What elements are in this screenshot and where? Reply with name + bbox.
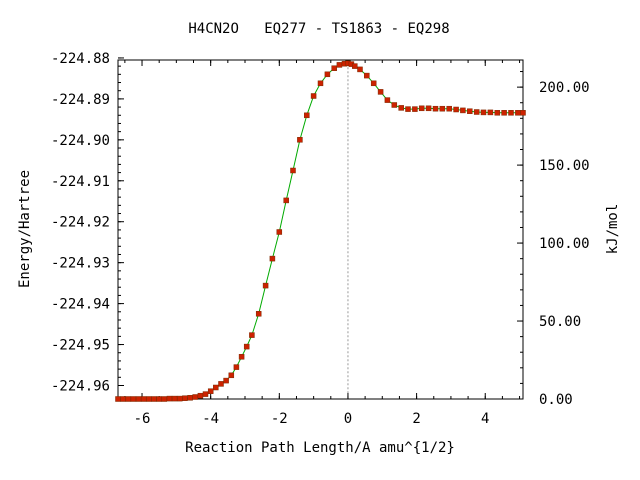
y-tick-label: -224.96 xyxy=(51,378,110,394)
data-point xyxy=(515,110,521,116)
data-point xyxy=(473,109,480,115)
data-point xyxy=(480,109,487,116)
data-point xyxy=(207,388,214,394)
x-tick-label: 2 xyxy=(412,411,420,427)
data-point xyxy=(202,391,209,397)
data-point xyxy=(120,396,126,402)
data-point xyxy=(115,396,121,402)
data-point xyxy=(467,108,473,114)
data-point xyxy=(317,80,324,87)
data-point xyxy=(218,381,224,387)
y2-tick-label: 0.00 xyxy=(539,392,573,408)
data-point xyxy=(233,364,240,370)
data-point xyxy=(508,110,514,116)
data-point xyxy=(405,106,411,112)
chart-title: H4CN2O EQ277 - TS1863 - EQ298 xyxy=(188,21,449,37)
data-point xyxy=(276,229,283,235)
data-point xyxy=(187,395,193,401)
data-point xyxy=(432,105,439,112)
x-axis-label: Reaction Path Length/A amu^{1/2} xyxy=(185,440,455,456)
data-point xyxy=(384,97,391,103)
data-point xyxy=(487,109,494,116)
data-point xyxy=(418,105,425,112)
data-point xyxy=(331,65,337,71)
data-point xyxy=(192,394,198,400)
data-point xyxy=(520,110,526,116)
data-point xyxy=(283,197,289,204)
y-tick-label: -224.89 xyxy=(51,92,110,108)
data-point xyxy=(161,396,168,402)
data-point xyxy=(249,332,255,338)
data-point xyxy=(182,395,188,401)
x-tick-label: -6 xyxy=(134,411,151,427)
y-tick-label: -224.93 xyxy=(51,256,110,272)
data-point xyxy=(304,112,310,119)
data-point xyxy=(197,392,204,399)
data-point xyxy=(391,102,398,108)
data-point xyxy=(377,89,384,95)
data-point xyxy=(453,106,459,113)
data-point xyxy=(439,105,446,112)
data-point xyxy=(146,396,152,402)
data-point xyxy=(297,137,303,143)
y-tick-label: -224.90 xyxy=(51,133,110,149)
data-point xyxy=(501,110,507,116)
data-point xyxy=(290,167,296,174)
y2-tick-label: 100.00 xyxy=(539,236,590,252)
data-point xyxy=(336,62,343,68)
y-tick-label: -224.94 xyxy=(51,297,110,313)
energy-curve-line xyxy=(118,62,523,400)
data-point xyxy=(238,354,245,360)
data-point xyxy=(324,71,331,78)
data-point xyxy=(352,63,358,69)
data-point xyxy=(130,396,137,402)
data-point xyxy=(243,343,250,350)
data-point xyxy=(228,372,235,379)
data-points xyxy=(115,60,526,402)
data-point xyxy=(223,377,229,384)
data-point xyxy=(357,66,363,73)
y-tick-label: -224.88 xyxy=(51,51,110,67)
data-point xyxy=(425,105,432,112)
x-axis: -6 -4 -2 0 2 4 xyxy=(124,60,521,427)
data-point xyxy=(412,106,418,112)
data-point xyxy=(213,384,219,391)
data-point xyxy=(171,395,178,402)
y2-axis-label: kJ/mol xyxy=(605,204,621,255)
y-axis: -224.88 -224.89 -224.90 -224.91 -224.92 -224.… xyxy=(51,51,124,394)
y-tick-label: -224.92 xyxy=(51,215,110,231)
data-point xyxy=(140,396,147,402)
data-point xyxy=(446,105,452,112)
y-tick-label: -224.91 xyxy=(51,174,110,190)
data-point xyxy=(370,80,377,87)
y-tick-label: -224.95 xyxy=(51,338,110,354)
x-tick-label: 4 xyxy=(481,411,489,427)
x-tick-label: 0 xyxy=(344,411,352,427)
data-point xyxy=(135,396,142,402)
data-point xyxy=(125,396,132,402)
data-point xyxy=(310,93,317,99)
data-point xyxy=(177,395,183,402)
data-point xyxy=(156,396,162,402)
x-tick-label: -2 xyxy=(271,411,288,427)
data-point xyxy=(364,72,370,79)
data-point xyxy=(255,311,262,317)
y2-tick-label: 50.00 xyxy=(539,314,581,330)
data-point xyxy=(398,105,404,111)
data-point xyxy=(269,255,276,262)
data-point xyxy=(460,107,466,114)
y2-axis: 0.00 50.00 100.00 150.00 200.00 xyxy=(517,71,590,408)
y2-tick-label: 150.00 xyxy=(539,158,590,174)
data-point xyxy=(166,395,173,402)
data-point xyxy=(151,396,157,402)
y2-tick-label: 200.00 xyxy=(539,80,590,96)
data-point xyxy=(262,282,269,289)
y-axis-label: Energy/Hartree xyxy=(17,170,33,288)
x-tick-label: -4 xyxy=(202,411,219,427)
data-point xyxy=(494,110,501,116)
